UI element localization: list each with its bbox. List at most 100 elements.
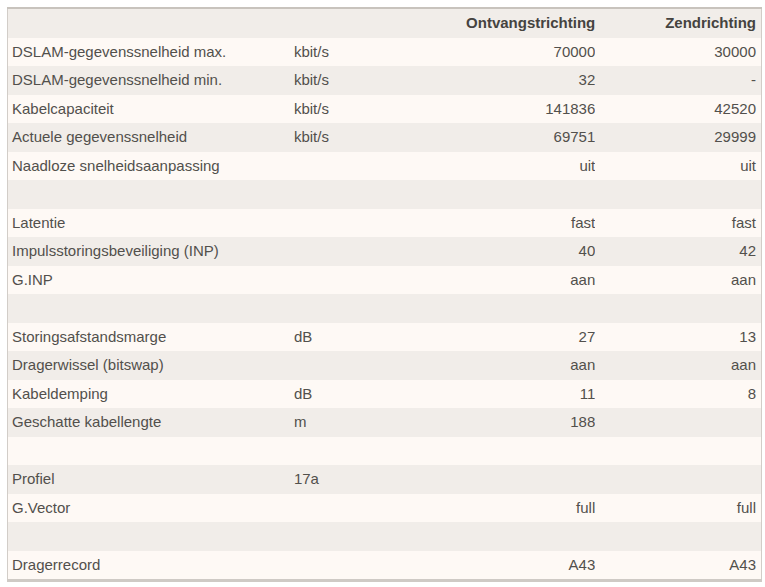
- row-unit: 17a: [294, 465, 402, 494]
- row-rx-value: [402, 522, 595, 551]
- row-tx-value: uit: [595, 152, 761, 181]
- row-tx-value: -: [595, 66, 761, 95]
- row-label: G.Vector: [8, 494, 294, 523]
- row-tx-value: [595, 294, 761, 323]
- row-label: G.INP: [8, 266, 294, 295]
- table-header-row: Ontvangstrichting Zendrichting: [8, 8, 762, 38]
- table-row: Profiel 17a: [8, 465, 762, 494]
- row-tx-value: 30000: [595, 38, 761, 67]
- table-row: Kabeldemping dB 11 8: [8, 380, 762, 409]
- table-row-spacer: [8, 522, 762, 551]
- row-rx-value: aan: [402, 266, 595, 295]
- row-rx-value: [402, 294, 595, 323]
- row-unit: [294, 180, 402, 209]
- row-tx-value: A43: [595, 551, 761, 581]
- row-tx-value: [595, 180, 761, 209]
- row-tx-value: 29999: [595, 123, 761, 152]
- row-unit: [294, 152, 402, 181]
- row-unit: m: [294, 408, 402, 437]
- row-rx-value: full: [402, 494, 595, 523]
- row-rx-value: 69751: [402, 123, 595, 152]
- row-tx-value: aan: [595, 266, 761, 295]
- row-unit: [294, 551, 402, 581]
- row-unit: [294, 209, 402, 238]
- row-tx-value: full: [595, 494, 761, 523]
- row-rx-value: [402, 437, 595, 466]
- row-unit: [294, 266, 402, 295]
- row-unit: [294, 437, 402, 466]
- row-rx-value: 70000: [402, 38, 595, 67]
- row-rx-value: fast: [402, 209, 595, 238]
- row-rx-value: 188: [402, 408, 595, 437]
- table-row: Actuele gegevenssnelheid kbit/s 69751 29…: [8, 123, 762, 152]
- row-rx-value: A43: [402, 551, 595, 581]
- row-label: Impulsstoringsbeveiliging (INP): [8, 237, 294, 266]
- row-label: Storingsafstandsmarge: [8, 323, 294, 352]
- table-row: Kabelcapaciteit kbit/s 141836 42520: [8, 95, 762, 124]
- row-label: DSLAM-gegevenssnelheid max.: [8, 38, 294, 67]
- table-row: Impulsstoringsbeveiliging (INP) 40 42: [8, 237, 762, 266]
- table-row: G.INP aan aan: [8, 266, 762, 295]
- row-unit: [294, 351, 402, 380]
- row-label: Kabelcapaciteit: [8, 95, 294, 124]
- row-tx-value: 13: [595, 323, 761, 352]
- row-unit: [294, 522, 402, 551]
- table-row: G.Vector full full: [8, 494, 762, 523]
- row-rx-value: 40: [402, 237, 595, 266]
- header-zendrichting: Zendrichting: [595, 8, 761, 38]
- row-label: [8, 294, 294, 323]
- row-label: Profiel: [8, 465, 294, 494]
- row-unit: kbit/s: [294, 95, 402, 124]
- row-unit: kbit/s: [294, 123, 402, 152]
- row-label: Kabeldemping: [8, 380, 294, 409]
- row-label: Actuele gegevenssnelheid: [8, 123, 294, 152]
- row-unit: dB: [294, 323, 402, 352]
- table-row: Geschatte kabellengte m 188: [8, 408, 762, 437]
- row-unit: [294, 494, 402, 523]
- table-row: Storingsafstandsmarge dB 27 13: [8, 323, 762, 352]
- row-rx-value: 27: [402, 323, 595, 352]
- row-unit: dB: [294, 380, 402, 409]
- table-row-spacer: [8, 180, 762, 209]
- row-rx-value: 141836: [402, 95, 595, 124]
- row-label: Dragerrecord: [8, 551, 294, 581]
- table-row: DSLAM-gegevenssnelheid min. kbit/s 32 -: [8, 66, 762, 95]
- row-label: [8, 180, 294, 209]
- table-row: Latentie fast fast: [8, 209, 762, 238]
- header-unit-column: [294, 8, 402, 38]
- row-label: [8, 437, 294, 466]
- table-row: Dragerrecord A43 A43: [8, 551, 762, 581]
- table-row: Naadloze snelheidsaanpassing uit uit: [8, 152, 762, 181]
- table-row: DSLAM-gegevenssnelheid max. kbit/s 70000…: [8, 38, 762, 67]
- row-tx-value: fast: [595, 209, 761, 238]
- row-unit: [294, 237, 402, 266]
- header-ontvangstrichting: Ontvangstrichting: [402, 8, 595, 38]
- row-rx-value: 11: [402, 380, 595, 409]
- row-tx-value: [595, 437, 761, 466]
- row-label: Naadloze snelheidsaanpassing: [8, 152, 294, 181]
- row-tx-value: [595, 408, 761, 437]
- row-unit: [294, 294, 402, 323]
- header-label-column: [8, 8, 294, 38]
- table-row: Dragerwissel (bitswap) aan aan: [8, 351, 762, 380]
- row-tx-value: 8: [595, 380, 761, 409]
- row-unit: kbit/s: [294, 38, 402, 67]
- row-tx-value: 42: [595, 237, 761, 266]
- row-rx-value: [402, 180, 595, 209]
- dsl-statistics-table: Ontvangstrichting Zendrichting DSLAM-geg…: [7, 7, 762, 582]
- row-rx-value: uit: [402, 152, 595, 181]
- row-tx-value: [595, 465, 761, 494]
- row-unit: kbit/s: [294, 66, 402, 95]
- row-tx-value: 42520: [595, 95, 761, 124]
- row-label: Dragerwissel (bitswap): [8, 351, 294, 380]
- row-rx-value: 32: [402, 66, 595, 95]
- row-tx-value: [595, 522, 761, 551]
- row-label: Latentie: [8, 209, 294, 238]
- table-row-spacer: [8, 294, 762, 323]
- row-label: [8, 522, 294, 551]
- row-rx-value: aan: [402, 351, 595, 380]
- row-rx-value: [402, 465, 595, 494]
- row-label: DSLAM-gegevenssnelheid min.: [8, 66, 294, 95]
- row-tx-value: aan: [595, 351, 761, 380]
- table-row-spacer: [8, 437, 762, 466]
